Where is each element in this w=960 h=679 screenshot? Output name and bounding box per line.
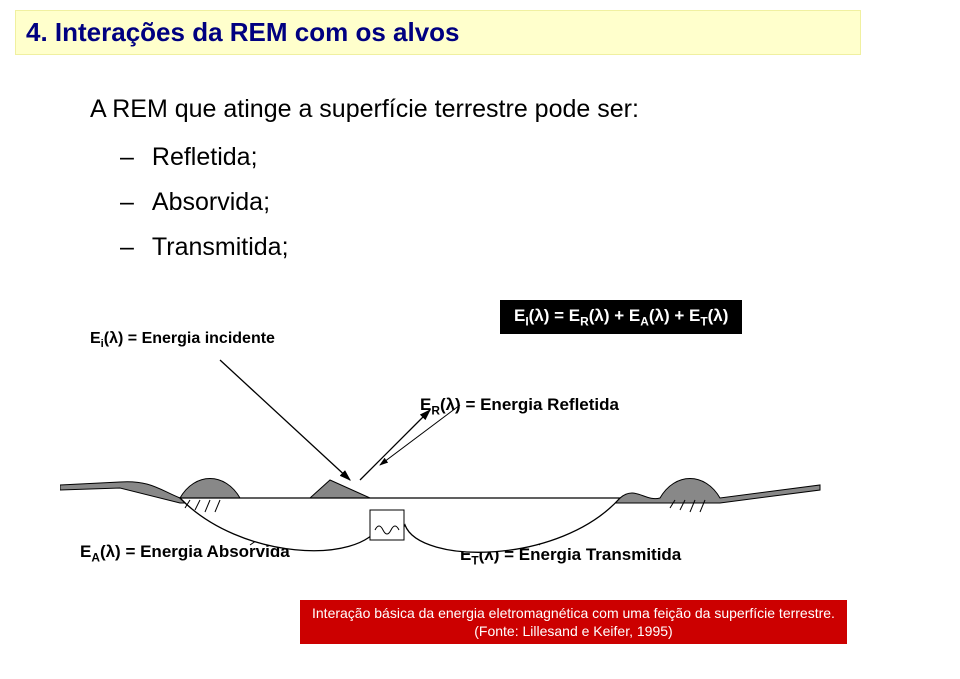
energy-equation: EI(λ) = ER(λ) + EA(λ) + ET(λ): [500, 300, 742, 334]
bullet-item: Transmitida;: [120, 225, 289, 270]
incident-energy-label: Ei(λ) = Energia incidente: [90, 330, 275, 350]
absorbed-pointer: [250, 510, 300, 545]
bullet-label: Refletida;: [152, 135, 258, 180]
transmitted-energy-label: ET(λ) = Energia Transmitida: [460, 545, 681, 567]
shore-hatch-right: [670, 500, 705, 512]
bullet-label: Transmitida;: [152, 225, 289, 270]
page-title: 4. Interações da REM com os alvos: [26, 17, 460, 47]
absorbed-energy-label: EA(λ) = Energia Absorvida: [80, 542, 290, 564]
refraction-squiggle: [375, 526, 399, 534]
bullet-item: Refletida;: [120, 135, 289, 180]
shore-hatch-left: [185, 500, 220, 512]
slide: 4. Interações da REM com os alvos A REM …: [0, 0, 960, 679]
bullet-item: Absorvida;: [120, 180, 289, 225]
surface-outline: [60, 479, 820, 504]
caption-line: Interação básica da energia eletromagnét…: [312, 604, 835, 622]
bullet-label: Absorvida;: [152, 180, 270, 225]
title-box: 4. Interações da REM com os alvos: [15, 10, 861, 55]
lead-text: A REM que atinge a superfície terrestre …: [90, 95, 639, 124]
refraction-box: [370, 510, 404, 540]
reflected-energy-label: ER(λ) = Energia Refletida: [420, 395, 619, 417]
reflected-arrow: [360, 410, 430, 480]
caption-line: (Fonte: Lillesand e Keifer, 1995): [312, 622, 835, 640]
incident-arrow: [220, 360, 350, 480]
transmitted-pointer: [490, 510, 540, 545]
figure-caption: Interação básica da energia eletromagnét…: [300, 600, 847, 644]
bullet-list: Refletida; Absorvida; Transmitida;: [120, 135, 289, 270]
